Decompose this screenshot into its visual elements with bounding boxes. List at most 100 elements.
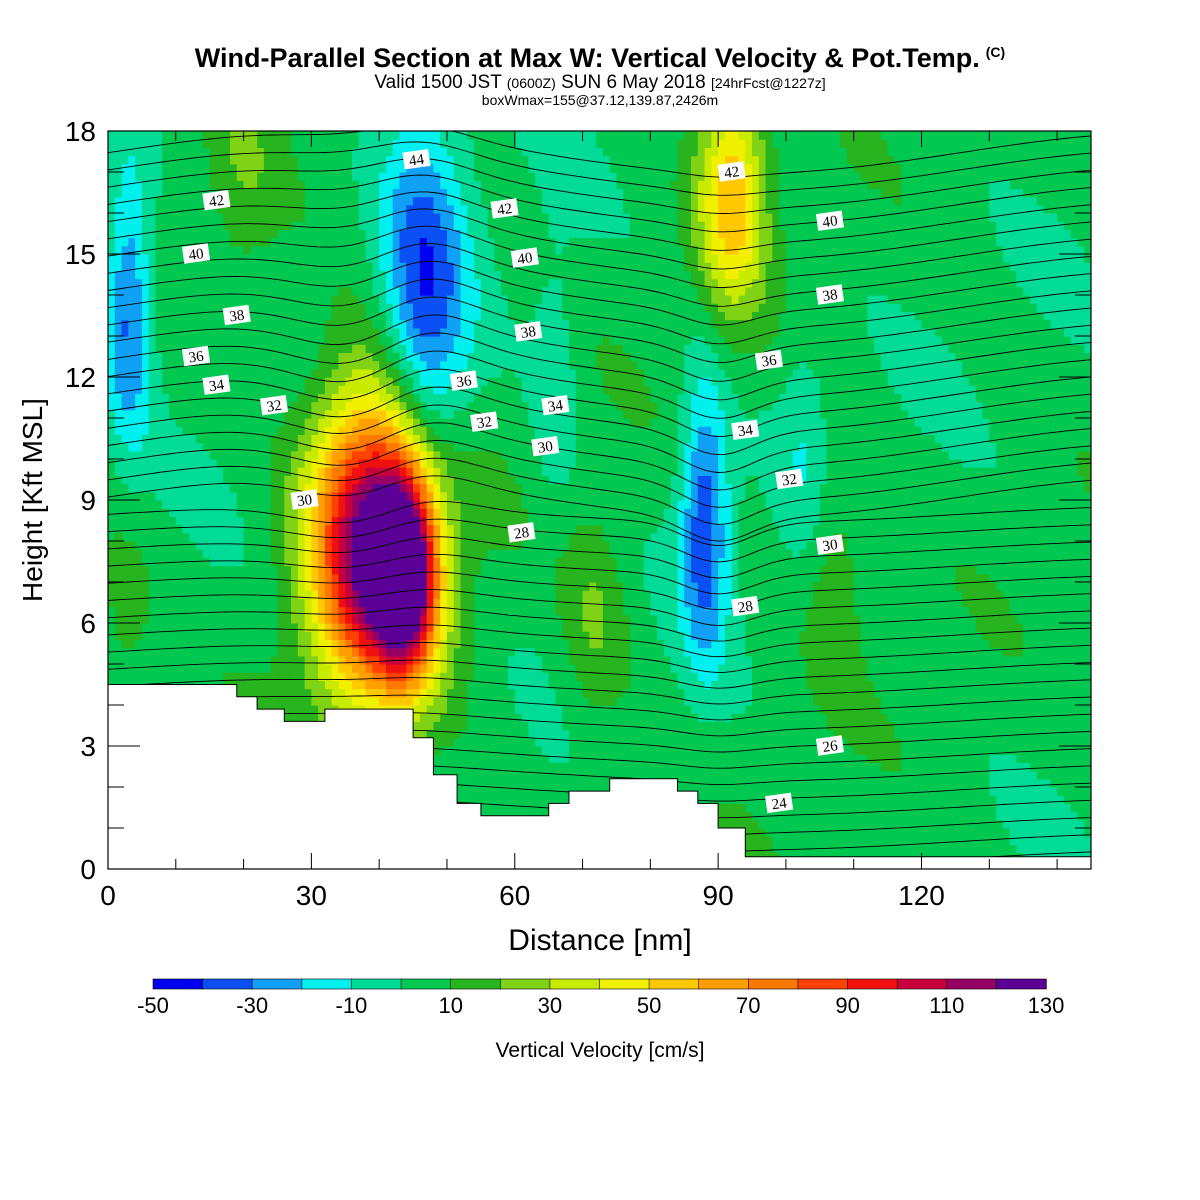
velocity-cell	[162, 655, 170, 665]
velocity-cell	[467, 131, 475, 140]
velocity-cell	[250, 286, 258, 296]
velocity-cell	[372, 524, 380, 534]
velocity-cell	[230, 270, 238, 280]
velocity-cell	[467, 557, 475, 567]
velocity-cell	[148, 516, 157, 526]
velocity-cell	[202, 450, 211, 460]
velocity-cell	[169, 549, 177, 558]
velocity-cell	[284, 696, 292, 706]
velocity-cell	[182, 508, 190, 517]
velocity-cell	[169, 409, 177, 419]
velocity-cell	[297, 696, 306, 706]
velocity-cell	[440, 713, 448, 722]
velocity-cell	[291, 647, 299, 657]
velocity-cell	[419, 229, 428, 239]
velocity-cell	[433, 459, 441, 468]
velocity-cell	[433, 278, 441, 288]
velocity-cell	[413, 229, 421, 239]
velocity-cell	[446, 270, 455, 280]
velocity-cell	[162, 582, 170, 591]
velocity-cell	[189, 623, 197, 632]
velocity-cell	[318, 409, 326, 419]
velocity-cell	[345, 655, 353, 665]
velocity-cell	[433, 500, 441, 509]
velocity-cell	[196, 409, 204, 419]
velocity-cell	[230, 401, 238, 411]
velocity-cell	[128, 532, 136, 542]
velocity-cell	[216, 172, 224, 181]
velocity-cell	[413, 245, 421, 255]
velocity-cell	[304, 352, 312, 362]
velocity-cell	[446, 647, 455, 657]
velocity-cell	[128, 606, 136, 616]
velocity-cell	[243, 565, 251, 575]
velocity-cell	[433, 393, 441, 403]
velocity-cell	[446, 180, 455, 189]
velocity-cell	[169, 270, 177, 280]
velocity-cell	[175, 278, 184, 288]
velocity-cell	[243, 475, 251, 485]
velocity-cell	[331, 500, 340, 509]
velocity-cell	[169, 163, 177, 173]
velocity-cell	[474, 688, 482, 698]
velocity-cell	[270, 631, 279, 640]
velocity-cell	[236, 319, 245, 329]
velocity-cell	[263, 229, 272, 239]
velocity-cell	[446, 352, 455, 362]
velocity-cell	[270, 647, 279, 657]
velocity-cell	[257, 655, 265, 665]
velocity-cell	[128, 213, 136, 222]
velocity-cell	[352, 672, 360, 681]
velocity-cell	[453, 237, 462, 247]
velocity-cell	[263, 147, 272, 157]
velocity-cell	[277, 483, 285, 493]
velocity-cell	[372, 147, 380, 157]
velocity-cell	[291, 442, 299, 452]
velocity-cell	[480, 573, 489, 583]
velocity-cell	[114, 401, 123, 411]
velocity-cell	[277, 360, 285, 370]
velocity-cell	[331, 180, 340, 189]
velocity-cell	[202, 139, 211, 148]
velocity-cell	[385, 385, 394, 394]
velocity-cell	[284, 319, 292, 329]
velocity-cell	[446, 336, 455, 345]
velocity-cell	[175, 213, 184, 222]
velocity-cell	[223, 500, 231, 509]
velocity-cell	[480, 565, 489, 575]
velocity-cell	[372, 401, 380, 411]
velocity-cell	[474, 155, 482, 165]
velocity-cell	[128, 336, 136, 345]
velocity-cell	[162, 393, 170, 403]
velocity-cell	[433, 582, 441, 591]
velocity-cell	[338, 221, 346, 230]
velocity-cell	[453, 139, 462, 148]
velocity-cell	[385, 688, 394, 698]
velocity-cell	[474, 204, 482, 214]
velocity-cell	[297, 598, 306, 608]
velocity-cell	[277, 172, 285, 181]
velocity-cell	[467, 360, 475, 370]
velocity-cell	[155, 532, 163, 542]
velocity-cell	[169, 401, 177, 411]
velocity-cell	[284, 204, 292, 214]
velocity-cell	[284, 352, 292, 362]
velocity-cell	[467, 352, 475, 362]
velocity-cell	[467, 565, 475, 575]
velocity-cell	[433, 434, 441, 444]
copyright-mark: (C)	[985, 44, 1006, 60]
velocity-cell	[270, 139, 279, 148]
velocity-cell	[399, 516, 407, 526]
velocity-cell	[453, 582, 462, 591]
velocity-cell	[365, 475, 373, 485]
velocity-cell	[372, 664, 380, 673]
velocity-cell	[311, 147, 319, 157]
velocity-cell	[148, 155, 157, 165]
velocity-cell	[169, 286, 177, 296]
velocity-cell	[121, 303, 129, 312]
velocity-cell	[236, 213, 245, 222]
velocity-cell	[250, 680, 258, 690]
velocity-cell	[467, 442, 475, 452]
velocity-cell	[196, 524, 204, 534]
velocity-cell	[196, 500, 204, 509]
